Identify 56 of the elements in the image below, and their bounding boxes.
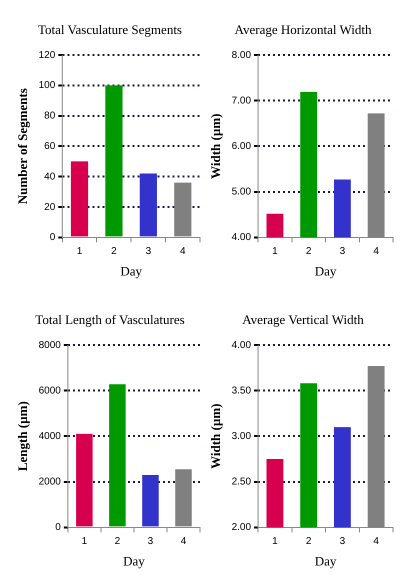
y-tick-label: 60	[44, 140, 56, 152]
x-tick-label: 2	[306, 536, 312, 548]
chart-title: Total Length of Vasculatures	[34, 312, 186, 328]
x-tick-label: 3	[340, 536, 346, 548]
x-tick-label: 3	[146, 246, 152, 258]
y-axis-title: Width (µm)	[208, 403, 224, 469]
x-axis-title: Day	[314, 554, 337, 569]
y-tick-label: 0	[55, 522, 62, 534]
y-tick-label: 80	[44, 110, 56, 122]
bar	[105, 85, 123, 236]
y-tick-label: 6000	[38, 385, 62, 396]
bar	[70, 161, 88, 236]
x-tick-label: 3	[340, 246, 346, 258]
x-axis-title: Day	[314, 264, 337, 279]
bar	[76, 434, 93, 526]
chart-title: Total Vasculature Segments	[37, 22, 183, 38]
y-tick-label: 3.50	[232, 385, 252, 396]
y-tick-label: 2000	[38, 476, 62, 488]
y-tick-label: 6.00	[232, 140, 252, 152]
y-tick-label: 100	[38, 80, 56, 92]
x-tick-label: 2	[306, 246, 312, 258]
y-tick-label: 8.00	[232, 50, 252, 61]
x-tick-label: 4	[373, 536, 380, 548]
y-tick-label: 2.00	[232, 522, 252, 534]
y-axis-title: Number of Segments	[15, 88, 30, 204]
x-tick-label: 1	[82, 536, 88, 548]
x-tick-label: 2	[114, 536, 121, 548]
x-tick-label: 1	[272, 536, 278, 548]
x-tick-label: 4	[180, 246, 186, 258]
x-tick-label: 3	[148, 536, 154, 548]
y-axis-title: Width (µm)	[208, 113, 224, 179]
bar	[109, 384, 126, 526]
x-tick-label: 4	[180, 536, 187, 548]
y-tick-label: 5.00	[232, 186, 252, 198]
chart-title: Average Horizontal Width	[234, 22, 372, 38]
y-tick-label: 0	[50, 232, 56, 244]
x-tick-label: 1	[272, 246, 278, 258]
x-tick-label: 1	[76, 246, 83, 258]
y-tick-label: 4000	[38, 430, 62, 442]
y-tick-label: 8000	[38, 340, 62, 351]
bar	[140, 174, 157, 236]
x-axis-title: Day	[120, 264, 142, 279]
x-axis-title: Day	[123, 554, 146, 569]
y-tick-label: 4.00	[232, 340, 252, 351]
y-tick-label: 4.00	[232, 232, 252, 244]
chart-title: Average Vertical Width	[241, 312, 365, 328]
y-tick-label: 20	[44, 202, 56, 213]
y-tick-label: 2.50	[232, 476, 252, 488]
x-tick-label: 4	[373, 246, 380, 258]
y-tick-label: 7.00	[232, 95, 252, 106]
y-axis-title: Length (µm)	[15, 401, 30, 472]
x-tick-label: 2	[111, 246, 118, 258]
y-tick-label: 120	[38, 50, 56, 61]
bar	[142, 474, 159, 526]
y-tick-label: 40	[44, 171, 56, 182]
y-tick-label: 3.00	[232, 430, 252, 442]
